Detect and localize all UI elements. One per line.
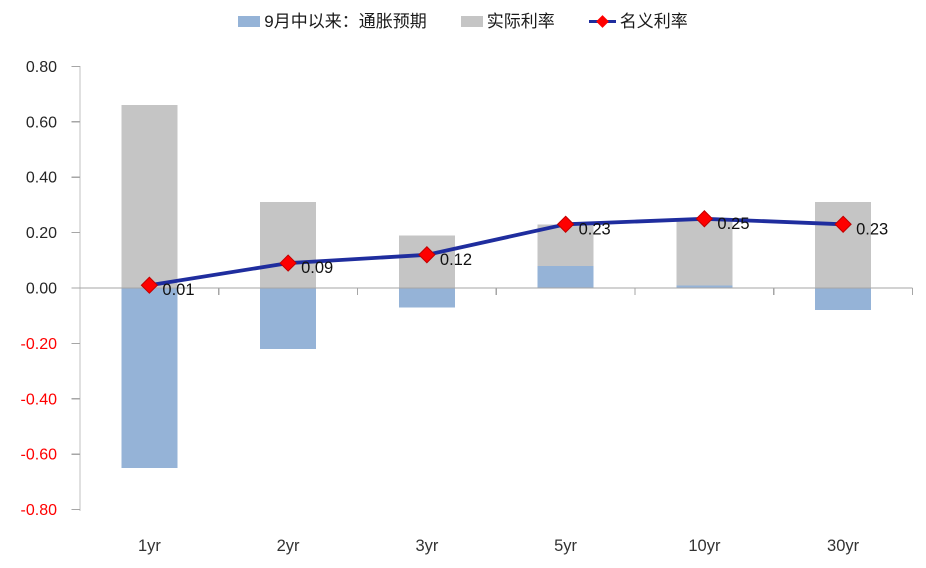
point-label-5yr: 0.23 [579,220,611,238]
x-category-label-30yr: 30yr [827,537,860,555]
point-label-30yr: 0.23 [856,220,888,238]
bar-inflation-5yr [537,265,594,288]
x-category-label-5yr: 5yr [554,537,577,555]
y-tick-label: -0.20 [21,336,58,353]
x-category-label-2yr: 2yr [277,537,300,555]
legend-label-nominal-rate: 名义利率 [619,12,688,31]
legend-item-inflation-expectation: 9月中以来：通胀预期 [238,12,427,31]
legend-label-real-rate: 实际利率 [486,12,555,31]
x-category-label-1yr: 1yr [138,537,161,555]
legend-swatch-blue-icon [238,16,261,27]
bar-real-rate-2yr [260,202,317,288]
point-label-2yr: 0.09 [301,259,333,277]
y-tick-label: -0.80 [21,502,58,519]
x-category-label-3yr: 3yr [415,537,438,555]
point-label-3yr: 0.12 [440,251,472,269]
diamond-marker-5yr [556,215,575,233]
bar-inflation-30yr [815,288,872,311]
diamond-marker-3yr [418,246,436,264]
diamond-marker-2yr [279,254,297,272]
point-label-1yr: 0.01 [162,281,194,299]
y-tick-label: 0.20 [26,225,57,242]
legend-item-nominal-rate: 名义利率 [588,12,688,31]
bar-real-rate-1yr [121,105,178,288]
y-tick-label: -0.60 [21,447,58,464]
y-tick-label: 0.40 [26,170,57,187]
chart-legend: 9月中以来：通胀预期 实际利率 名义利率 [0,13,926,30]
legend-line-diamond-icon [588,15,616,28]
bar-real-rate-30yr [815,202,872,288]
nominal-rate-line [147,216,845,288]
diamond-marker-1yr [140,276,159,294]
legend-label-inflation-expectation: 9月中以来：通胀预期 [264,12,427,31]
legend-item-real-rate: 实际利率 [460,12,555,31]
y-tick-label: 0.80 [26,59,57,76]
bar-inflation-1yr [121,288,178,469]
bar-real-rate-10yr [676,218,733,286]
y-tick-label: -0.40 [21,391,58,408]
legend-swatch-gray-icon [460,16,483,27]
x-category-label-10yr: 10yr [688,537,721,555]
point-label-10yr: 0.25 [717,215,749,233]
bar-inflation-3yr [398,288,455,308]
bar-inflation-2yr [260,288,317,349]
diamond-marker-10yr [695,210,714,228]
y-tick-label: 0.00 [26,281,57,298]
y-tick-label: 0.60 [26,114,57,131]
diamond-marker-30yr [834,215,852,233]
bar-inflation-10yr [676,285,733,288]
